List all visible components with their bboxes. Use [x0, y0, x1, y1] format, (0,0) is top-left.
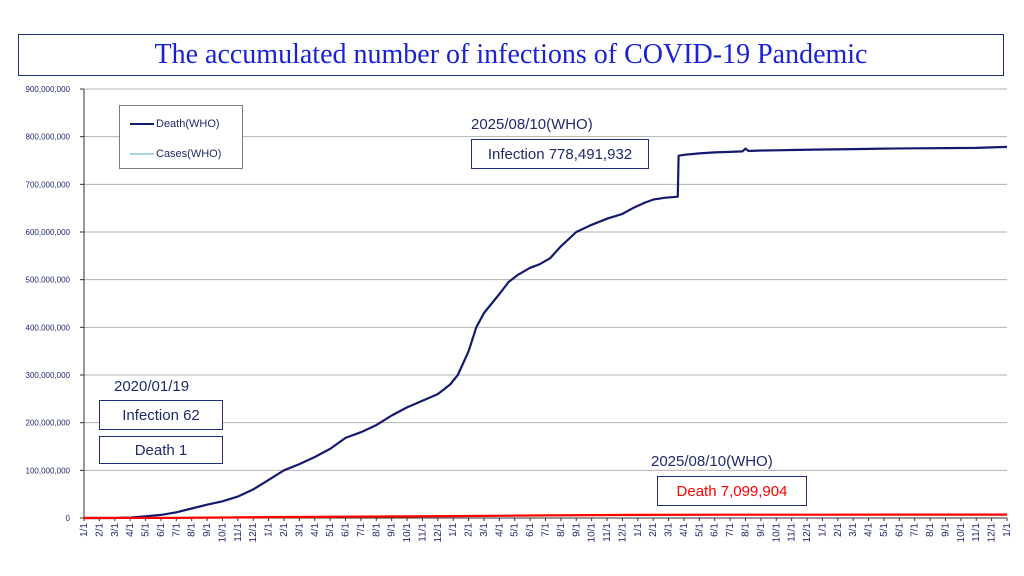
x-tick-label: 5/1 — [325, 523, 336, 537]
x-tick-label: 12/1 — [802, 523, 813, 543]
x-tick-label: 8/1 — [556, 523, 567, 537]
x-tick-label: 8/1 — [371, 523, 382, 537]
y-tick-label: 600,000,000 — [26, 228, 71, 237]
legend: Death(WHO) Cases(WHO) — [119, 105, 243, 169]
y-tick-label: 200,000,000 — [26, 419, 71, 428]
chart-title-box: The accumulated number of infections of … — [18, 34, 1004, 76]
start-date-label: 2020/01/19 — [114, 378, 190, 395]
legend-item-cases: Cases(WHO) — [130, 148, 221, 160]
start-death-callout: Death 1 — [99, 436, 223, 464]
x-tick-label: 11/1 — [971, 523, 982, 542]
x-tick-label: 2/1 — [648, 523, 659, 537]
series-line-death — [83, 513, 1007, 520]
x-tick-label: 10/1 — [587, 523, 598, 543]
y-tick-label: 0 — [66, 514, 71, 523]
x-tick-label: 5/1 — [141, 523, 152, 537]
x-tick-label: 8/1 — [925, 523, 936, 537]
x-tick-label: 12/1 — [248, 523, 259, 543]
x-tick-label: 6/1 — [156, 523, 167, 537]
x-tick-label: 8/1 — [187, 523, 198, 537]
x-tick-label: 12/1 — [433, 523, 444, 543]
legend-label-cases: Cases(WHO) — [156, 148, 222, 160]
series-line-infection — [84, 145, 1008, 520]
y-axis-ticks: 0 100,000,000 200,000,000 300,000,000 400,00… — [26, 85, 71, 523]
y-tick-label: 900,000,000 — [26, 85, 71, 94]
x-tick-label: 3/1 — [479, 523, 490, 537]
x-tick-label: 2/1 — [833, 523, 844, 537]
x-tick-label: 1/1 — [1002, 523, 1013, 537]
x-tick-label: 6/1 — [710, 523, 721, 537]
x-tick-label: 11/1 — [787, 523, 798, 542]
x-tick-label: 4/1 — [864, 523, 875, 537]
x-tick-label: 9/1 — [571, 523, 582, 537]
x-tick-label: 7/1 — [356, 523, 367, 537]
y-tick-label: 100,000,000 — [26, 466, 71, 475]
x-tick-label: 11/1 — [233, 523, 244, 542]
chart-title: The accumulated number of infections of … — [154, 39, 868, 70]
x-tick-label: 1/1 — [448, 523, 459, 537]
x-tick-label: 4/1 — [494, 523, 505, 537]
x-tick-label: 3/1 — [110, 523, 121, 537]
x-tick-label: 3/1 — [664, 523, 675, 537]
y-tick-label: 400,000,000 — [26, 323, 71, 332]
series-lines — [83, 145, 1008, 520]
x-tick-label: 1/1 — [633, 523, 644, 537]
x-tick-label: 11/1 — [602, 523, 613, 542]
x-tick-label: 3/1 — [294, 523, 305, 537]
y-tick-label: 300,000,000 — [26, 371, 71, 380]
x-tick-label: 1/1 — [264, 523, 275, 537]
x-tick-label: 2/1 — [464, 523, 475, 537]
x-tick-label: 12/1 — [987, 523, 998, 543]
x-tick-label: 2/1 — [279, 523, 290, 537]
x-tick-label: 6/1 — [341, 523, 352, 537]
x-tick-label: 10/1 — [217, 523, 228, 543]
end-death-date-label: 2025/08/10(WHO) — [651, 453, 773, 470]
legend-label-death: Death(WHO) — [156, 118, 220, 130]
x-tick-label: 2/1 — [94, 523, 105, 537]
x-tick-label: 10/1 — [771, 523, 782, 543]
x-tick-label: 9/1 — [940, 523, 951, 537]
x-tick-label: 9/1 — [387, 523, 398, 537]
y-tick-label: 500,000,000 — [26, 276, 71, 285]
x-tick-label: 12/1 — [617, 523, 628, 543]
x-tick-label: 7/1 — [725, 523, 736, 537]
y-tick-label: 700,000,000 — [26, 180, 71, 189]
x-tick-label: 5/1 — [879, 523, 890, 537]
end-infection-callout: Infection 778,491,932 — [471, 139, 649, 169]
x-tick-label: 7/1 — [171, 523, 182, 537]
x-tick-label: 9/1 — [202, 523, 213, 537]
x-tick-label: 10/1 — [956, 523, 967, 543]
x-tick-label: 5/1 — [694, 523, 705, 537]
grid-lines — [84, 88, 1007, 471]
legend-swatch-cases — [130, 153, 154, 155]
x-tick-label: 4/1 — [125, 523, 136, 537]
end-infection-date-label: 2025/08/10(WHO) — [471, 116, 593, 133]
x-tick-label: 1/1 — [79, 523, 90, 537]
x-tick-label: 7/1 — [910, 523, 921, 537]
start-infection-callout: Infection 62 — [99, 400, 223, 430]
x-tick-label: 7/1 — [541, 523, 552, 537]
legend-swatch-death — [130, 123, 154, 125]
x-tick-label: 9/1 — [756, 523, 767, 537]
y-tick-label: 800,000,000 — [26, 133, 71, 142]
x-tick-label: 5/1 — [510, 523, 521, 537]
x-tick-label: 6/1 — [894, 523, 905, 537]
legend-item-death: Death(WHO) — [130, 118, 220, 130]
x-tick-label: 4/1 — [310, 523, 321, 537]
x-tick-label: 8/1 — [740, 523, 751, 537]
end-death-callout: Death 7,099,904 — [657, 476, 807, 506]
x-axis-ticks: 1/1 2/1 3/1 4/1 5/1 6/1 7/1 8/1 9/1 10/1 11/1 12/1 1… — [79, 518, 1013, 542]
x-tick-label: 11/1 — [417, 523, 428, 542]
x-tick-label: 6/1 — [525, 523, 536, 537]
x-tick-label: 1/1 — [817, 523, 828, 537]
x-tick-label: 4/1 — [679, 523, 690, 537]
x-tick-label: 3/1 — [848, 523, 859, 537]
x-tick-label: 10/1 — [402, 523, 413, 543]
